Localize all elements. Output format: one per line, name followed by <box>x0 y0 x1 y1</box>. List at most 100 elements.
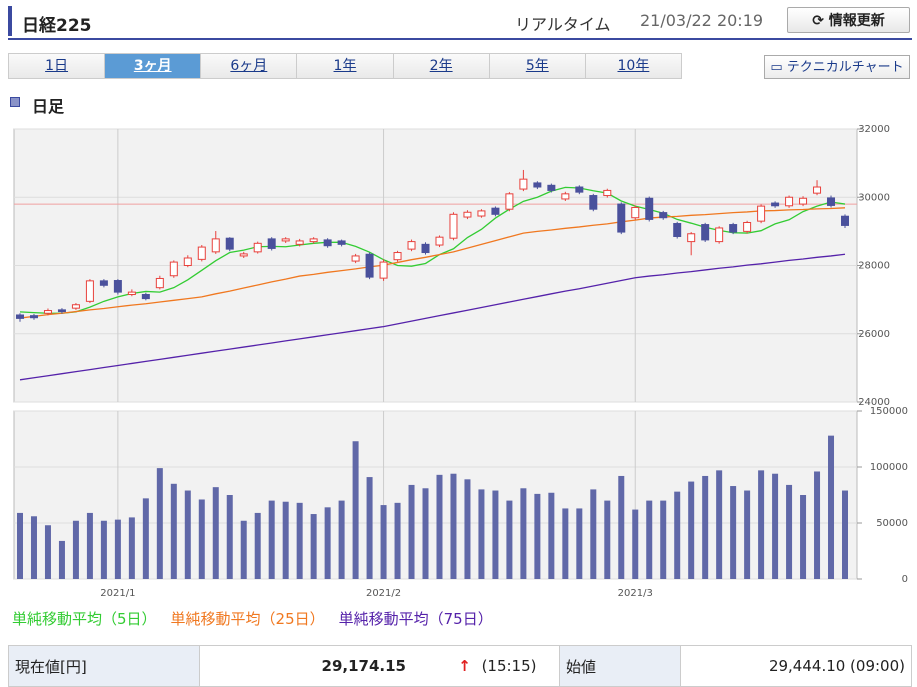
volume-bar <box>254 512 261 579</box>
candle-body <box>393 252 402 261</box>
volume-bar <box>296 502 303 579</box>
candle-body <box>827 197 836 206</box>
period-tab[interactable]: 6ヶ月 <box>201 54 298 78</box>
candle-body <box>477 210 486 217</box>
legend-entry: 単純移動平均（25日） <box>170 610 325 628</box>
candle-body <box>351 255 360 262</box>
candle-body <box>617 203 626 233</box>
volume-bar <box>114 519 121 579</box>
candle-body <box>29 315 38 319</box>
y-tick-label: 26000 <box>858 329 890 340</box>
technical-chart-button[interactable]: ▭ テクニカルチャート <box>764 55 910 79</box>
volume-bar <box>142 498 149 579</box>
candle-body <box>253 242 262 253</box>
candle-body <box>225 237 234 250</box>
candle-body <box>701 224 710 241</box>
candle-body <box>365 253 374 278</box>
moving-average-line <box>19 253 846 381</box>
candle-body <box>379 261 388 279</box>
period-tab[interactable]: 10年 <box>617 58 650 74</box>
volume-bar <box>436 474 443 579</box>
volume-bar <box>380 505 387 579</box>
period-tab[interactable]: 2年 <box>394 54 490 78</box>
moving-average-line <box>19 207 846 319</box>
volume-bar <box>716 470 723 579</box>
candle-body <box>197 246 206 260</box>
volume-bar <box>562 508 569 579</box>
volume-bar <box>632 509 639 579</box>
volume-bar <box>576 508 583 579</box>
volume-bar <box>660 500 667 579</box>
label-cell: 現在値[円] <box>8 645 200 687</box>
volume-bar <box>618 475 625 579</box>
candle-body <box>43 310 52 314</box>
volume-bar <box>492 490 499 579</box>
volume-tick-label: 100000 <box>870 462 908 473</box>
volume-bar <box>506 500 513 579</box>
candle-body <box>687 233 696 243</box>
volume-bar <box>100 520 107 579</box>
candle-body <box>421 243 430 254</box>
candle-body <box>813 186 822 194</box>
refresh-button[interactable]: ⟳ 情報更新 <box>787 7 910 33</box>
volume-bar <box>338 500 345 579</box>
quote-table: 現在値[円] 29,174.15 ↑ (15:15) 始値 29,444.10 … <box>8 645 912 687</box>
header-accent <box>8 6 12 36</box>
volume-tick-label: 0 <box>902 574 908 585</box>
volume-bar <box>394 502 401 579</box>
volume-bar <box>156 468 163 579</box>
volume-bar <box>72 520 79 579</box>
volume-bar <box>702 475 709 579</box>
candle-body <box>57 309 66 313</box>
change-arrow: ↑ <box>458 657 471 675</box>
candle-body <box>491 207 500 215</box>
candle-body <box>16 314 24 319</box>
candle-body <box>463 211 472 218</box>
candle-body <box>631 206 640 219</box>
x-tick-label: 2021/3 <box>618 588 653 599</box>
candle-body <box>211 238 220 253</box>
volume-bar <box>772 473 779 579</box>
volume-bar <box>240 520 247 579</box>
volume-bar <box>730 486 737 579</box>
candle-body <box>71 304 80 309</box>
period-tab[interactable]: 5年 <box>490 54 586 78</box>
candle-body <box>799 197 808 205</box>
header-rule <box>8 38 912 40</box>
candle-body <box>99 280 108 286</box>
volume-bar <box>268 500 275 579</box>
legend-entry: 単純移動平均（75日） <box>338 610 493 628</box>
volume-bar <box>548 492 555 579</box>
technical-label: テクニカルチャート <box>786 60 904 75</box>
volume-bar <box>828 435 835 579</box>
x-tick-label: 2021/1 <box>100 588 135 599</box>
y-tick-label: 24000 <box>858 397 890 408</box>
volume-bar <box>786 484 793 579</box>
y-tick-label: 32000 <box>858 124 890 135</box>
volume-bar <box>184 490 191 579</box>
candle-body <box>267 238 276 249</box>
candle-body <box>561 193 570 200</box>
volume-bar <box>590 489 597 579</box>
volume-bar <box>324 507 331 579</box>
legend: 単純移動平均（5日） 単純移動平均（25日） 単純移動平均（75日） <box>12 608 493 629</box>
period-tab[interactable]: 1日 <box>9 54 106 78</box>
volume-bar <box>800 495 807 579</box>
volume-bar <box>758 470 765 579</box>
chart: 24000 26000 28000 30000 32000 0 50000 100000 150… <box>13 124 908 599</box>
period-tab[interactable]: 3ヶ月 <box>105 54 202 78</box>
period-tab[interactable]: 1年 <box>297 54 394 78</box>
quote-row: 現在値[円] 29,174.15 ↑ (15:15) 始値 29,444.10 … <box>8 645 912 687</box>
candle-body <box>323 239 332 247</box>
candle-body <box>547 184 556 191</box>
y-tick-label: 30000 <box>858 192 890 203</box>
volume-bar <box>520 488 527 579</box>
volume-bar <box>282 501 289 579</box>
volume-bar <box>534 493 541 579</box>
candle-body <box>589 195 598 210</box>
volume-bar <box>226 495 233 579</box>
candle-body <box>141 294 150 300</box>
volume-bar <box>86 512 93 579</box>
candle-body <box>169 261 178 277</box>
volume-bar <box>478 489 485 579</box>
